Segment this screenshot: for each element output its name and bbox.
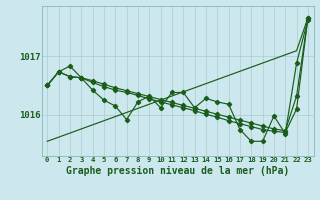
X-axis label: Graphe pression niveau de la mer (hPa): Graphe pression niveau de la mer (hPa) (66, 166, 289, 176)
